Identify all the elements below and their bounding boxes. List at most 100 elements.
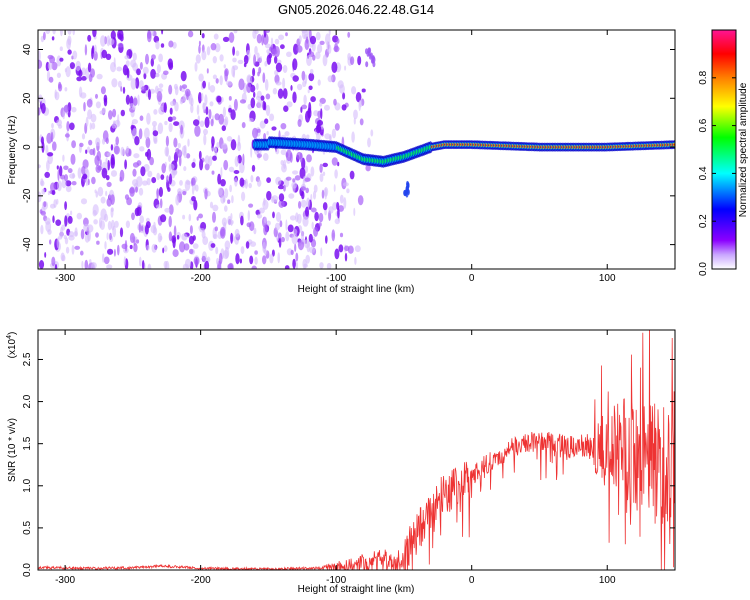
heatmap-cell <box>181 233 188 241</box>
heatmap-cell <box>204 163 210 171</box>
heatmap-cell <box>370 129 374 137</box>
heatmap-cell <box>313 226 319 237</box>
heatmap-cell <box>131 212 135 221</box>
heatmap-cell <box>174 101 179 112</box>
heatmap-cell <box>65 185 72 193</box>
heatmap-cell <box>95 101 101 109</box>
heatmap-cell <box>227 263 233 269</box>
heatmap-cell <box>181 84 188 89</box>
heatmap-cell <box>151 177 157 184</box>
heatmap-cell <box>264 79 269 91</box>
heatmap-cell <box>133 243 138 253</box>
heatmap-cell <box>120 109 126 117</box>
heatmap-cell <box>38 191 42 203</box>
heatmap-cell <box>203 133 207 146</box>
heatmap-cell <box>126 68 130 79</box>
heatmap-cell <box>179 241 186 253</box>
snr-y-tick-label: 1.0 <box>22 478 33 492</box>
heatmap-cell <box>64 87 68 92</box>
heatmap-cell <box>233 69 235 79</box>
heatmap-cell <box>100 196 106 204</box>
heatmap-cell <box>180 70 187 82</box>
heatmap-cell <box>87 62 92 73</box>
heatmap-cell <box>65 246 70 254</box>
heatmap-cell <box>71 181 77 186</box>
spectrogram-x-axis: -300 -200 -100 0 100 <box>55 30 616 284</box>
heatmap-cell <box>177 188 182 195</box>
heatmap-cell <box>220 179 226 187</box>
heatmap-cell <box>92 262 97 269</box>
heatmap-cell <box>175 194 180 206</box>
heatmap-cell <box>80 250 84 256</box>
heatmap-cell <box>295 252 299 262</box>
heatmap-cell <box>50 182 56 192</box>
heatmap-cell <box>120 146 125 156</box>
heatmap-cell <box>223 64 226 69</box>
heatmap-cell <box>84 259 89 269</box>
heatmap-cell <box>80 198 88 205</box>
heatmap-cell <box>217 173 222 185</box>
heatmap-cell <box>258 66 262 74</box>
heatmap-cell <box>242 153 245 166</box>
heatmap-cell <box>248 203 254 208</box>
heatmap-cell <box>271 126 277 131</box>
heatmap-cell <box>228 166 235 173</box>
heatmap-cell <box>291 233 298 245</box>
heatmap-cell <box>324 188 328 200</box>
heatmap-cell <box>252 30 257 40</box>
heatmap-cell <box>285 219 288 231</box>
heatmap-cell <box>235 50 240 57</box>
heatmap-cell <box>266 220 271 226</box>
heatmap-cell <box>105 175 110 181</box>
heatmap-cell <box>333 184 336 192</box>
heatmap-cell <box>172 249 179 258</box>
heatmap-cell <box>192 235 196 241</box>
heatmap-cell <box>318 222 322 227</box>
heatmap-cell <box>92 30 97 38</box>
heatmap-cell <box>254 256 258 265</box>
heatmap-cell <box>204 188 208 200</box>
heatmap-cell <box>263 153 269 161</box>
heatmap-cell <box>50 131 54 143</box>
heatmap-cell <box>278 193 285 202</box>
heatmap-cell <box>198 213 203 219</box>
heatmap-noise-layer <box>38 30 374 269</box>
heatmap-cell <box>315 51 321 60</box>
heatmap-cell <box>68 231 75 238</box>
heatmap-cell <box>256 213 263 219</box>
heatmap-cell <box>275 211 282 223</box>
heatmap-cell <box>304 177 311 182</box>
heatmap-cell <box>146 177 151 186</box>
heatmap-cell <box>198 92 202 104</box>
spectrogram-y-tick-label: -20 <box>22 188 33 203</box>
heatmap-cell <box>266 177 271 184</box>
colorbar-gradient <box>711 29 737 270</box>
heatmap-cell <box>333 45 340 53</box>
heatmap-cell <box>173 137 178 148</box>
heatmap-cell <box>278 232 282 239</box>
heatmap-cell <box>173 121 180 126</box>
heatmap-cell <box>210 43 217 51</box>
heatmap-cell <box>250 97 256 109</box>
heatmap-cell <box>94 44 97 55</box>
heatmap-cell <box>301 30 308 34</box>
heatmap-cell <box>178 155 182 167</box>
heatmap-cell <box>212 211 216 223</box>
snr-x-label: Height of straight line (km) <box>298 584 415 595</box>
heatmap-cell <box>51 122 54 129</box>
heatmap-cell <box>233 98 238 111</box>
heatmap-cell <box>130 78 137 90</box>
heatmap-cell <box>183 150 188 159</box>
heatmap-cell <box>83 101 86 112</box>
heatmap-cell <box>131 119 138 125</box>
heatmap-cell <box>64 215 68 227</box>
heatmap-cell <box>313 110 319 117</box>
heatmap-cell <box>228 107 232 113</box>
heatmap-cell <box>122 86 126 94</box>
heatmap-cell <box>150 68 157 79</box>
heatmap-cell <box>139 115 144 121</box>
heatmap-cell <box>334 169 338 179</box>
heatmap-cell <box>223 198 226 203</box>
heatmap-cell <box>129 232 135 244</box>
heatmap-cell <box>117 114 120 126</box>
